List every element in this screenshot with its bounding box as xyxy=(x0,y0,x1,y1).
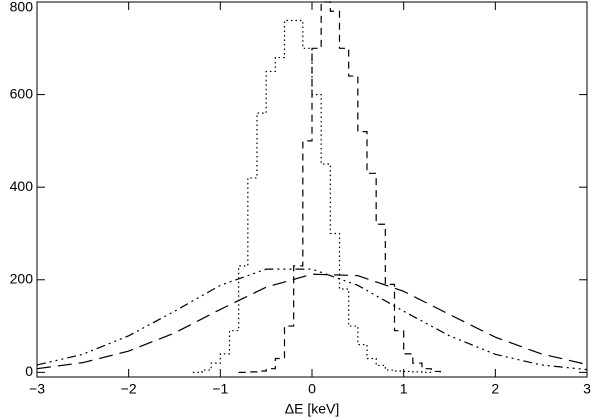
y-tick-label: 800 xyxy=(10,0,34,15)
series-line xyxy=(36,273,588,370)
x-tick-label: 1 xyxy=(400,381,408,397)
x-tick-label: −1 xyxy=(212,381,228,397)
y-tick-label: 600 xyxy=(10,85,34,101)
x-tick-label: 2 xyxy=(491,381,499,397)
y-tick-label: 200 xyxy=(10,270,34,286)
x-axis-label: ΔE [keV] xyxy=(285,401,339,417)
x-tick-label: 0 xyxy=(308,381,316,397)
x-tick-label: 3 xyxy=(583,381,591,397)
x-tick-label: −3 xyxy=(29,381,45,397)
x-tick-label: −2 xyxy=(121,381,137,397)
series-line xyxy=(238,1,441,373)
y-tick-label: 400 xyxy=(10,178,34,194)
series-line xyxy=(36,268,588,371)
y-tick-label: 0 xyxy=(25,363,33,379)
